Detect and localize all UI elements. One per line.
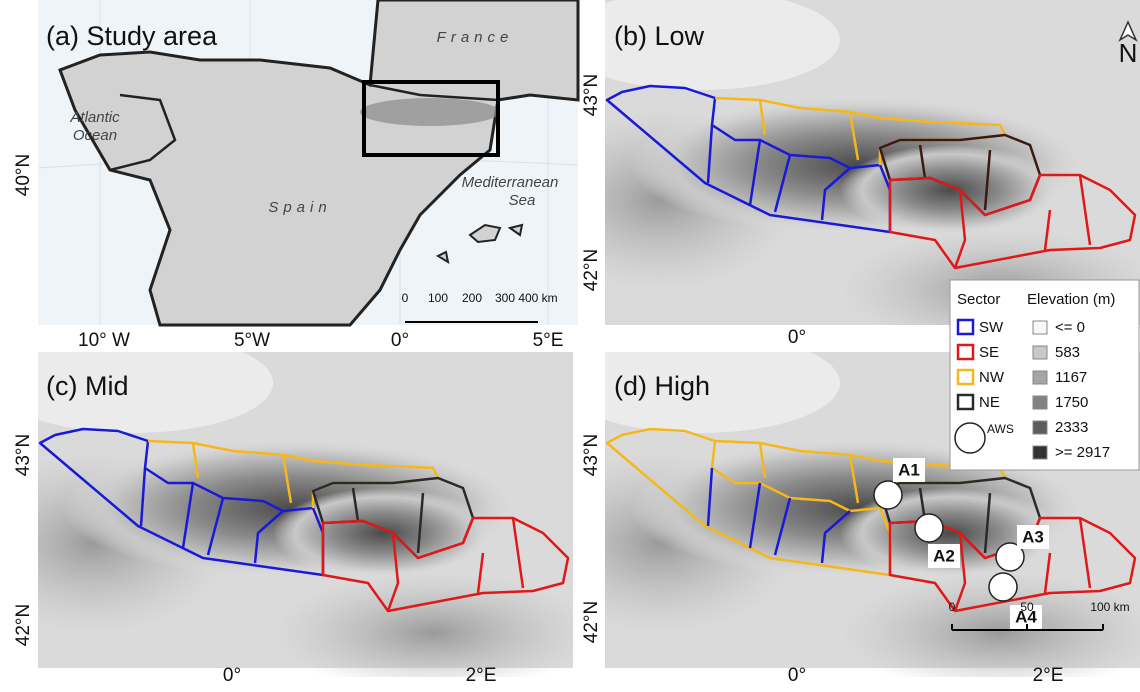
panel-title: (a) Study area [46,21,218,51]
legend-label: NW [979,369,1005,386]
legend-heading: Elevation (m) [1027,291,1115,308]
place-label: Ocean [73,127,117,144]
legend-label: 1750 [1055,394,1088,411]
scale-label: 50 [1020,600,1034,614]
legend-label: >= 2917 [1055,444,1110,461]
lat-label: 42°N [581,601,602,643]
place-label: Spain [268,199,331,216]
lat-label: 42°N [581,249,602,291]
legend-heading: Sector [957,291,1000,308]
legend-label: 2333 [1055,419,1088,436]
scale-label: 100 [428,291,448,305]
place-label: Atlantic [69,109,120,126]
place-label: Sea [509,192,536,209]
station-label: A1 [898,460,920,479]
legend-swatch [1033,346,1047,359]
lon-label: 0° [391,330,409,351]
station-marker [874,481,902,509]
scale-label: 300 [495,291,515,305]
legend-label: AWS [987,422,1014,436]
station-label: A3 [1022,527,1044,546]
legend: Sector Elevation (m) SW SE NW NE AWS <= … [950,280,1139,470]
legend-label: SE [979,344,999,361]
north-label: N [1119,38,1138,68]
station-marker [915,514,943,542]
lon-label: 10° W [78,330,130,351]
panel-title: (d) High [614,371,710,401]
place-label: France [437,29,514,46]
station-label: A2 [933,546,955,565]
scale-label: 0 [949,600,956,614]
scale-label: 400 km [518,291,557,305]
panel-c: (c) Mid 43°N 42°N 0° 2°E [0,333,593,692]
lon-label: 2°E [1033,665,1064,686]
legend-station [955,423,985,453]
legend-swatch [1033,396,1047,409]
scale-label: 100 km [1090,600,1129,614]
lat-label: 43°N [581,434,602,476]
legend-label: 1167 [1055,369,1087,386]
legend-label: NE [979,394,1000,411]
legend-swatch [1033,421,1047,434]
lat-label: 40°N [13,154,34,196]
legend-label: 583 [1055,344,1080,361]
figure: (a) Study area France Atlantic Ocean Spa… [0,0,1140,692]
scale-label: 0 [402,291,409,305]
legend-swatch [1033,371,1047,384]
legend-swatch [1033,446,1047,459]
legend-swatch [1033,321,1047,334]
legend-label: <= 0 [1055,319,1085,336]
lon-label: 0° [788,327,806,348]
pyrenees-relief [360,98,500,126]
lat-label: 42°N [13,604,34,646]
lat-label: 43°N [13,434,34,476]
lon-label: 5°E [533,330,564,351]
panel-title: (c) Mid [46,371,129,401]
lon-label: 0° [223,665,241,686]
panel-a: (a) Study area France Atlantic Ocean Spa… [13,0,578,351]
lon-label: 5°W [234,330,270,351]
lon-label: 0° [788,665,806,686]
panel-title: (b) Low [614,21,705,51]
scale-label: 200 [462,291,482,305]
legend-label: SW [979,319,1004,336]
place-label: Mediterranean [462,174,559,191]
station-marker [989,573,1017,601]
lat-label: 43°N [581,74,602,116]
lon-label: 2°E [466,665,497,686]
